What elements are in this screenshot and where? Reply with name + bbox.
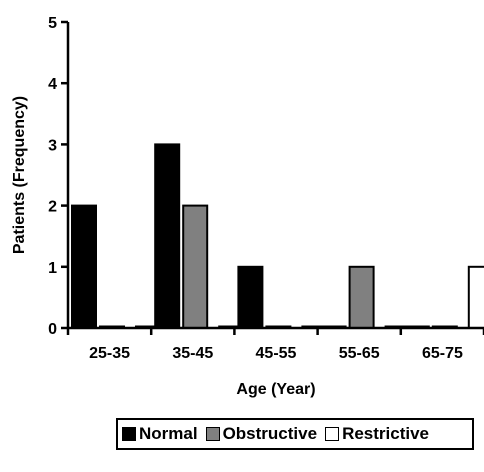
y-axis-title: Patients (Frequency) [11, 96, 28, 254]
y-tick-label: 5 [48, 15, 57, 32]
bar-obstructive-55-65 [348, 265, 375, 329]
legend-swatch-obstructive [205, 427, 220, 441]
x-tick-label: 65-75 [422, 345, 463, 362]
x-tick-label: 35-45 [172, 345, 213, 362]
y-tick-label: 4 [48, 76, 57, 93]
x-ticks-group: 25-35 35-45 45-55 55-65 65-75 [66, 328, 484, 362]
legend-label-normal: Normal [139, 424, 198, 443]
legend-item-restrictive: Restrictive [325, 424, 429, 444]
x-tick-label: 55-65 [339, 345, 380, 362]
chart-legend: Normal Obstructive Restrictive [116, 418, 474, 450]
legend-label-restrictive: Restrictive [342, 424, 429, 443]
bar-normal-35-45 [154, 143, 181, 329]
x-axis-title: Age (Year) [236, 381, 315, 398]
y-tick-label: 1 [48, 260, 57, 277]
x-tick-label: 45-55 [256, 345, 297, 362]
bars-group [71, 143, 484, 330]
bar-obstructive-35-45 [182, 204, 209, 330]
axes-group [66, 22, 484, 330]
y-tick-label: 0 [48, 321, 57, 338]
legend-swatch-normal [122, 427, 136, 441]
legend-item-obstructive: Obstructive [205, 424, 318, 444]
bar-normal-25-35 [71, 204, 97, 330]
bar-restrictive-65-75 [467, 265, 484, 329]
bar-normal-45-55 [237, 265, 264, 329]
legend-swatch-restrictive [325, 427, 340, 441]
y-ticks-group: 0 1 2 3 4 5 [48, 15, 68, 338]
bar-chart: 0 1 2 3 4 5 25-35 35-45 45-55 55-65 65-75 Age (Ye… [11, 15, 484, 398]
y-tick-label: 2 [48, 199, 57, 216]
legend-label-obstructive: Obstructive [222, 424, 318, 443]
y-tick-label: 3 [48, 137, 57, 154]
legend-item-normal: Normal [122, 424, 198, 444]
x-tick-label: 25-35 [89, 345, 130, 362]
